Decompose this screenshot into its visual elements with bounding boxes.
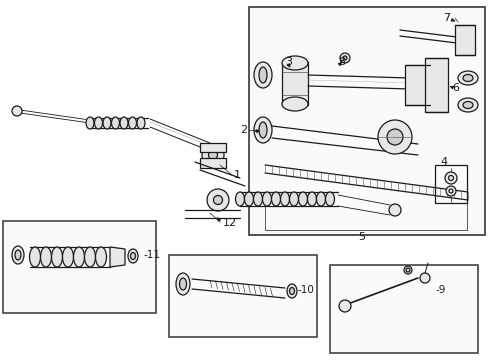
Ellipse shape [51,247,62,267]
Ellipse shape [286,284,296,298]
Ellipse shape [41,247,51,267]
Ellipse shape [316,192,325,206]
Text: 2: 2 [240,125,246,135]
Text: 6: 6 [451,83,458,93]
Circle shape [208,150,217,159]
Circle shape [338,300,350,312]
Ellipse shape [84,247,95,267]
Circle shape [386,129,402,145]
Circle shape [419,273,429,283]
Ellipse shape [457,98,477,112]
Ellipse shape [73,247,84,267]
Ellipse shape [179,278,186,290]
Ellipse shape [86,117,94,129]
Ellipse shape [29,247,41,267]
Text: 8: 8 [337,57,345,67]
Ellipse shape [103,117,111,129]
Ellipse shape [128,117,136,129]
Ellipse shape [15,250,21,260]
Ellipse shape [325,192,334,206]
Bar [3,221,156,313]
Ellipse shape [137,117,145,129]
Circle shape [403,266,411,274]
Text: 12: 12 [223,218,237,228]
Circle shape [12,106,22,116]
Circle shape [213,195,222,204]
Text: 5: 5 [357,232,364,242]
Ellipse shape [130,252,135,260]
Ellipse shape [289,288,294,294]
Ellipse shape [128,249,138,263]
Polygon shape [454,25,474,55]
Circle shape [444,172,456,184]
Ellipse shape [12,246,24,264]
Ellipse shape [253,192,262,206]
Bar [169,255,316,337]
Ellipse shape [298,192,307,206]
Ellipse shape [462,102,472,108]
Bar [329,265,477,353]
Circle shape [466,37,470,42]
Circle shape [206,189,228,211]
Ellipse shape [259,67,266,83]
Circle shape [202,144,224,166]
Circle shape [339,53,349,63]
Circle shape [445,186,455,196]
Ellipse shape [462,75,472,81]
Polygon shape [110,247,125,267]
Polygon shape [200,158,225,168]
Ellipse shape [307,192,316,206]
Circle shape [405,268,409,272]
Ellipse shape [62,247,73,267]
Ellipse shape [244,192,253,206]
Circle shape [462,34,474,46]
Text: -9: -9 [434,285,445,295]
Polygon shape [404,65,429,105]
Ellipse shape [457,71,477,85]
Ellipse shape [289,192,298,206]
Ellipse shape [253,117,271,143]
Polygon shape [424,58,447,112]
Ellipse shape [235,192,244,206]
Ellipse shape [262,192,271,206]
Circle shape [377,120,411,154]
Ellipse shape [253,62,271,88]
Ellipse shape [94,117,102,129]
Text: -10: -10 [296,285,313,295]
Ellipse shape [111,117,119,129]
Polygon shape [282,62,307,105]
Ellipse shape [280,192,289,206]
Ellipse shape [120,117,128,129]
Bar [248,7,484,235]
Bar [434,165,466,203]
Circle shape [342,56,346,60]
Text: 3: 3 [285,57,291,67]
Ellipse shape [95,247,106,267]
Circle shape [388,204,400,216]
Polygon shape [200,143,225,152]
Ellipse shape [282,56,307,70]
Text: 1: 1 [234,170,241,180]
Ellipse shape [282,97,307,111]
Text: 7: 7 [442,13,449,23]
Ellipse shape [176,273,190,295]
Ellipse shape [259,122,266,138]
Text: 4: 4 [439,157,446,167]
Text: -11: -11 [142,250,160,260]
Ellipse shape [271,192,280,206]
